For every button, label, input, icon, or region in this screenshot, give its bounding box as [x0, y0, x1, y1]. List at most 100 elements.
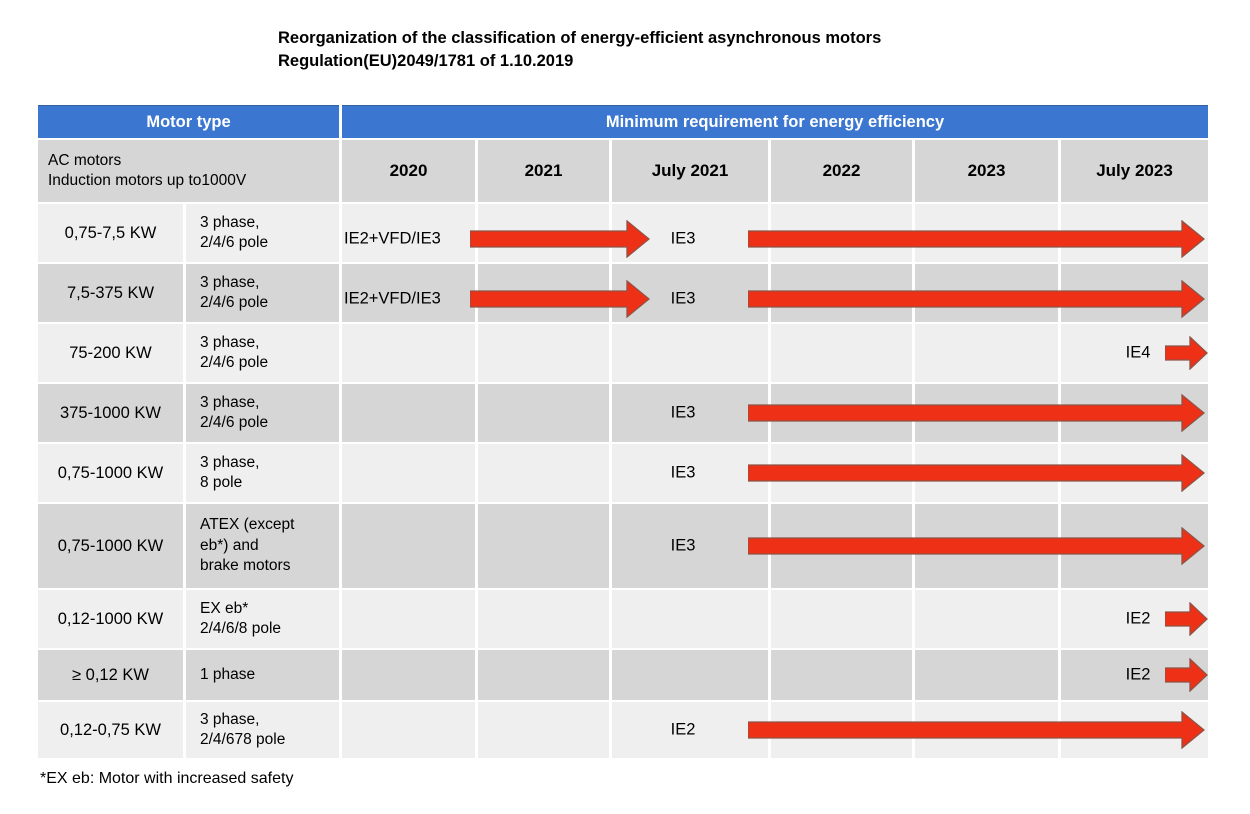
- red-arrow-icon: [1165, 658, 1208, 692]
- year-cell: [915, 590, 1058, 648]
- year-cell: [478, 324, 609, 382]
- year-cell: [612, 444, 768, 502]
- red-arrow-icon: [748, 527, 1205, 565]
- timeline: IE2: [342, 650, 1208, 700]
- range-cell: 0,75-1000 KW: [38, 504, 183, 588]
- year-cell: [478, 384, 609, 442]
- motor-efficiency-table: Motor type Minimum requirement for energ…: [38, 105, 1208, 760]
- year-cell: [342, 590, 475, 648]
- table-row: 0,12-1000 KW EX eb* 2/4/6/8 pole IE2: [38, 590, 1208, 648]
- year-cell: [612, 384, 768, 442]
- timeline: IE3: [342, 504, 1208, 588]
- year-header-july-2021: July 2021: [612, 140, 768, 202]
- year-cell: [342, 504, 475, 588]
- red-arrow-icon: [748, 219, 1205, 258]
- efficiency-label: IE2+VFD/IE3: [344, 229, 441, 248]
- year-header-2020: 2020: [342, 140, 475, 202]
- table-row: 375-1000 KW 3 phase, 2/4/6 pole IE3: [38, 384, 1208, 442]
- range-cell: 75-200 KW: [38, 324, 183, 382]
- red-arrow-icon: [1165, 336, 1208, 370]
- table-row: 0,12-0,75 KW 3 phase, 2/4/678 pole IE2: [38, 702, 1208, 758]
- efficiency-label: IE2: [670, 720, 696, 739]
- range-cell: 0,75-7,5 KW: [38, 204, 183, 262]
- year-cell: [342, 650, 475, 700]
- range-cell: 7,5-375 KW: [38, 264, 183, 322]
- type-cell: 3 phase, 2/4/678 pole: [186, 702, 339, 758]
- range-cell: 0,75-1000 KW: [38, 444, 183, 502]
- title-line-2: Regulation(EU)2049/1781 of 1.10.2019: [278, 52, 574, 71]
- year-cell: [915, 650, 1058, 700]
- efficiency-label: IE2: [1125, 609, 1151, 628]
- year-cell: [478, 650, 609, 700]
- footnote: *EX eb: Motor with increased safety: [40, 770, 294, 787]
- title-line-1: Reorganization of the classification of …: [278, 29, 882, 47]
- year-cell: [771, 324, 912, 382]
- year-cell: [478, 504, 609, 588]
- year-cell: [342, 702, 475, 758]
- efficiency-label: IE2: [1125, 665, 1151, 684]
- red-arrow-icon: [748, 394, 1205, 432]
- type-cell: 3 phase, 2/4/6 pole: [186, 324, 339, 382]
- table-row: 0,75-7,5 KW 3 phase, 2/4/6 pole IE2+VFD/…: [38, 204, 1208, 262]
- range-cell: ≥ 0,12 KW: [38, 650, 183, 700]
- table-subheader-row: AC motors Induction motors up to1000V 20…: [38, 140, 1208, 202]
- type-cell: 1 phase: [186, 650, 339, 700]
- type-cell: 3 phase, 2/4/6 pole: [186, 264, 339, 322]
- type-cell: 3 phase, 2/4/6 pole: [186, 384, 339, 442]
- type-cell: 3 phase, 2/4/6 pole: [186, 204, 339, 262]
- efficiency-label: IE3: [670, 289, 696, 308]
- year-header-2023: 2023: [915, 140, 1058, 202]
- year-cell: [478, 702, 609, 758]
- year-cell: [612, 702, 768, 758]
- subheader-description: AC motors Induction motors up to1000V: [38, 140, 339, 202]
- year-cell: [342, 324, 475, 382]
- timeline: IE2: [342, 702, 1208, 758]
- efficiency-label: IE4: [1125, 343, 1151, 362]
- year-cell: [612, 504, 768, 588]
- efficiency-label: IE2+VFD/IE3: [344, 289, 441, 308]
- timeline: IE2+VFD/IE3 IE3: [342, 204, 1208, 262]
- type-cell: ATEX (except eb*) and brake motors: [186, 504, 339, 588]
- efficiency-label: IE3: [670, 536, 696, 555]
- red-arrow-icon: [748, 711, 1205, 749]
- year-cell: [612, 324, 768, 382]
- timeline: IE3: [342, 444, 1208, 502]
- red-arrow-icon: [470, 279, 650, 318]
- red-arrow-icon: [1165, 602, 1208, 636]
- table-row: 7,5-375 KW 3 phase, 2/4/6 pole IE2+VFD/I…: [38, 264, 1208, 322]
- red-arrow-icon: [470, 219, 650, 258]
- year-cell: [915, 324, 1058, 382]
- type-cell: EX eb* 2/4/6/8 pole: [186, 590, 339, 648]
- year-header-july-2023: July 2023: [1061, 140, 1208, 202]
- range-cell: 0,12-0,75 KW: [38, 702, 183, 758]
- year-cell: [478, 590, 609, 648]
- range-cell: 375-1000 KW: [38, 384, 183, 442]
- type-cell: 3 phase, 8 pole: [186, 444, 339, 502]
- year-header-2022: 2022: [771, 140, 912, 202]
- table-row: 0,75-1000 KW 3 phase, 8 pole IE3: [38, 444, 1208, 502]
- efficiency-label: IE3: [670, 463, 696, 482]
- year-cell: [612, 590, 768, 648]
- red-arrow-icon: [748, 279, 1205, 318]
- efficiency-label: IE3: [670, 403, 696, 422]
- header-min-requirement: Minimum requirement for energy efficienc…: [342, 105, 1208, 138]
- range-cell: 0,12-1000 KW: [38, 590, 183, 648]
- year-cell: [771, 650, 912, 700]
- table-row: 75-200 KW 3 phase, 2/4/6 pole IE4: [38, 324, 1208, 382]
- red-arrow-icon: [748, 454, 1205, 492]
- year-cell: [342, 264, 475, 322]
- table-row: 0,75-1000 KW ATEX (except eb*) and brake…: [38, 504, 1208, 588]
- table-row: ≥ 0,12 KW 1 phase IE2: [38, 650, 1208, 700]
- page-title: Reorganization of the classification of …: [278, 27, 881, 74]
- year-cell: [342, 444, 475, 502]
- timeline: IE4: [342, 324, 1208, 382]
- efficiency-label: IE3: [670, 229, 696, 248]
- year-cell: [771, 590, 912, 648]
- header-motor-type: Motor type: [38, 105, 339, 138]
- year-cell: [342, 204, 475, 262]
- year-header-2021: 2021: [478, 140, 609, 202]
- timeline: IE3: [342, 384, 1208, 442]
- year-cell: [478, 444, 609, 502]
- year-cell: [612, 650, 768, 700]
- year-cell: [342, 384, 475, 442]
